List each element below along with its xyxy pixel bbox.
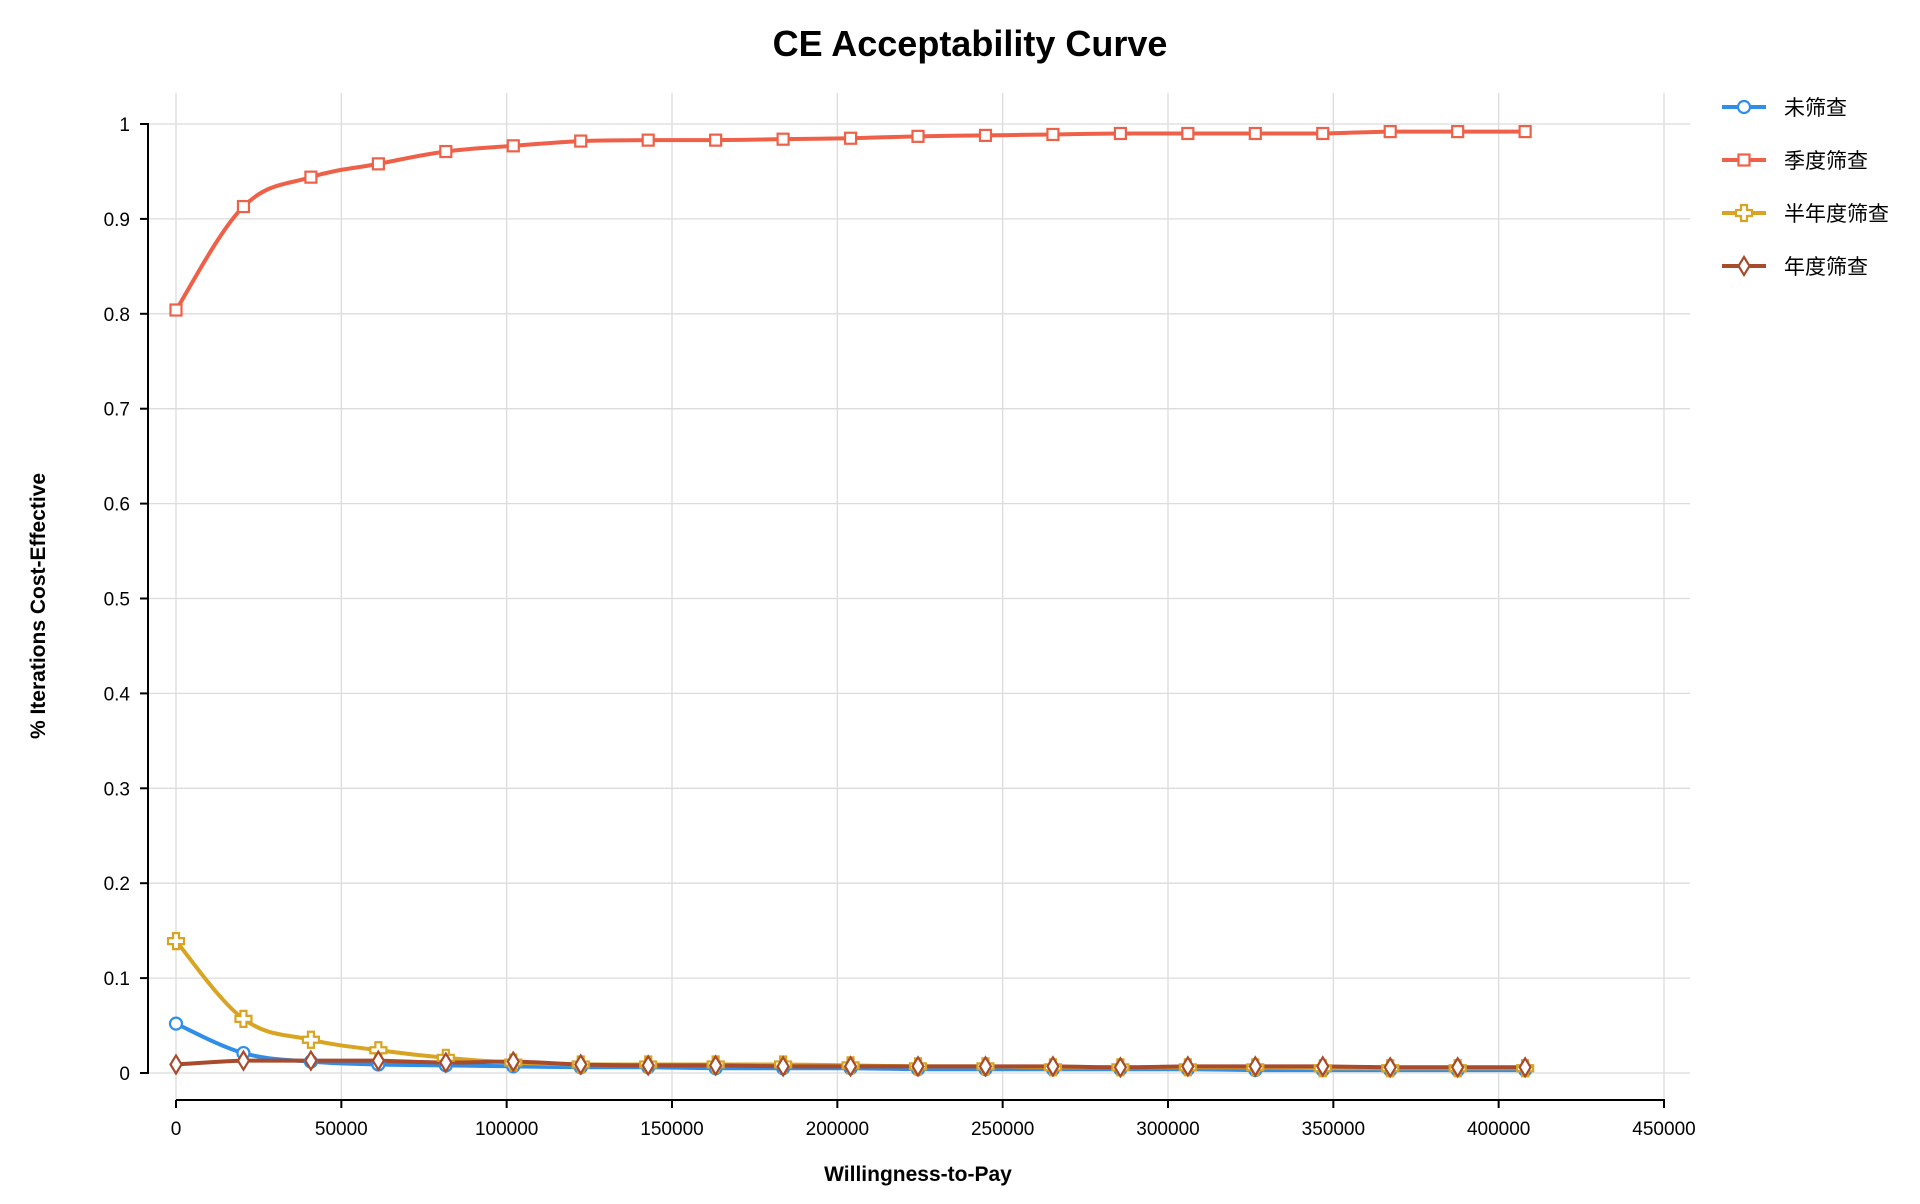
series-lines bbox=[174, 129, 1528, 1073]
data-point-marker bbox=[506, 139, 520, 153]
data-point-marker bbox=[169, 1053, 183, 1076]
data-point-marker bbox=[1046, 1055, 1060, 1078]
legend-label: 未筛查 bbox=[1784, 96, 1847, 120]
legend-item-4: 年度筛查 bbox=[1722, 254, 1868, 279]
y-tick-label: 0.1 bbox=[104, 969, 130, 990]
data-point-marker bbox=[776, 1055, 790, 1078]
data-point-marker bbox=[1316, 126, 1330, 141]
data-point-marker bbox=[574, 134, 588, 148]
data-point-marker bbox=[506, 1050, 521, 1073]
y-tick-label: 0.4 bbox=[104, 684, 131, 705]
data-point-marker bbox=[843, 1055, 858, 1078]
data-point-marker bbox=[1181, 126, 1195, 141]
data-point-marker bbox=[1046, 127, 1060, 142]
data-point-marker bbox=[911, 1055, 925, 1078]
data-point-marker bbox=[1518, 124, 1532, 139]
data-point-marker bbox=[1113, 1056, 1128, 1079]
y-tick-label: 0.8 bbox=[104, 305, 130, 326]
data-point-marker bbox=[169, 303, 183, 317]
y-axis-title: % Iterations Cost-Effective bbox=[27, 473, 50, 739]
data-point-marker bbox=[166, 931, 186, 951]
data-point-marker bbox=[641, 133, 655, 147]
data-point-marker bbox=[978, 1055, 993, 1078]
x-tick-label: 100000 bbox=[475, 1119, 538, 1140]
data-point-marker bbox=[439, 1051, 453, 1074]
data-point-marker bbox=[1248, 1055, 1263, 1078]
data-point-marker bbox=[304, 170, 318, 184]
data-point-marker bbox=[304, 1049, 318, 1072]
data-point-marker bbox=[168, 1016, 184, 1031]
legend-item-3: 半年度筛查 bbox=[1722, 202, 1889, 226]
data-point-marker bbox=[709, 133, 723, 147]
chart-title: CE Acceptability Curve bbox=[773, 23, 1168, 64]
data-point-marker bbox=[1383, 1056, 1397, 1079]
series-markers bbox=[166, 124, 1535, 1079]
x-tick-label: 450000 bbox=[1632, 1119, 1695, 1140]
series-markers-3 bbox=[166, 931, 1535, 1078]
data-point-marker bbox=[573, 1053, 588, 1076]
x-tick-label: 300000 bbox=[1136, 1119, 1199, 1140]
x-axis-ticks: 0 50000 100000 150000 200000 250000 300000 3500… bbox=[171, 1100, 1696, 1140]
legend-marker-swatch bbox=[1737, 153, 1751, 167]
data-point-marker bbox=[1450, 1056, 1465, 1079]
y-tick-label: 0.7 bbox=[104, 400, 130, 421]
x-axis-title: Willingness-to-Pay bbox=[824, 1163, 1012, 1186]
data-point-marker bbox=[236, 199, 251, 214]
legend-marker-swatch bbox=[1736, 99, 1752, 115]
legend-label: 季度筛查 bbox=[1784, 149, 1868, 173]
data-point-marker bbox=[301, 1030, 321, 1049]
data-point-marker bbox=[371, 1049, 386, 1072]
x-tick-label: 150000 bbox=[640, 1119, 703, 1140]
y-tick-label: 1 bbox=[119, 115, 130, 136]
series-markers-4 bbox=[169, 1049, 1532, 1079]
data-point-marker bbox=[439, 144, 453, 159]
y-tick-label: 0.2 bbox=[104, 874, 130, 895]
x-tick-label: 50000 bbox=[315, 1119, 368, 1140]
legend-label: 年度筛查 bbox=[1784, 255, 1868, 279]
data-point-marker bbox=[234, 1009, 253, 1029]
data-point-marker bbox=[708, 1054, 723, 1077]
legend-label: 半年度筛查 bbox=[1784, 202, 1889, 226]
data-point-marker bbox=[371, 157, 385, 171]
y-tick-label: 0.9 bbox=[104, 210, 130, 231]
axes bbox=[147, 123, 1665, 1101]
data-point-marker bbox=[843, 131, 858, 145]
data-point-marker bbox=[641, 1054, 655, 1077]
legend-marker-swatch bbox=[1734, 203, 1754, 223]
series-markers-2 bbox=[169, 124, 1532, 317]
x-tick-label: 0 bbox=[171, 1119, 182, 1140]
y-tick-label: 0.3 bbox=[104, 779, 130, 800]
data-point-marker bbox=[236, 1049, 251, 1072]
y-tick-label: 0.6 bbox=[104, 495, 130, 516]
legend-marker-swatch bbox=[1737, 254, 1751, 278]
y-tick-label: 0 bbox=[119, 1064, 130, 1085]
data-point-marker bbox=[1248, 126, 1262, 141]
y-axis-ticks: 0 0.1 0.2 0.3 0.4 0.5 0.6 0.7 0.8 0.9 1 bbox=[104, 115, 148, 1085]
grid-lines bbox=[148, 93, 1690, 1100]
data-point-marker bbox=[1315, 1055, 1330, 1078]
legend-item-1: 未筛查 bbox=[1722, 96, 1847, 120]
data-point-marker bbox=[1518, 1056, 1532, 1079]
x-tick-label: 350000 bbox=[1302, 1119, 1365, 1140]
y-tick-label: 0.5 bbox=[104, 590, 130, 611]
data-point-marker bbox=[1113, 126, 1127, 141]
data-point-marker bbox=[978, 128, 993, 142]
legend-item-2: 季度筛查 bbox=[1722, 149, 1868, 173]
data-point-marker bbox=[1451, 124, 1465, 139]
x-tick-label: 200000 bbox=[806, 1119, 869, 1140]
data-point-marker bbox=[1181, 1055, 1195, 1078]
x-tick-label: 250000 bbox=[971, 1119, 1034, 1140]
data-point-marker bbox=[776, 132, 790, 146]
data-point-marker bbox=[1383, 124, 1397, 139]
x-tick-label: 400000 bbox=[1467, 1119, 1530, 1140]
data-point-marker bbox=[911, 129, 925, 143]
